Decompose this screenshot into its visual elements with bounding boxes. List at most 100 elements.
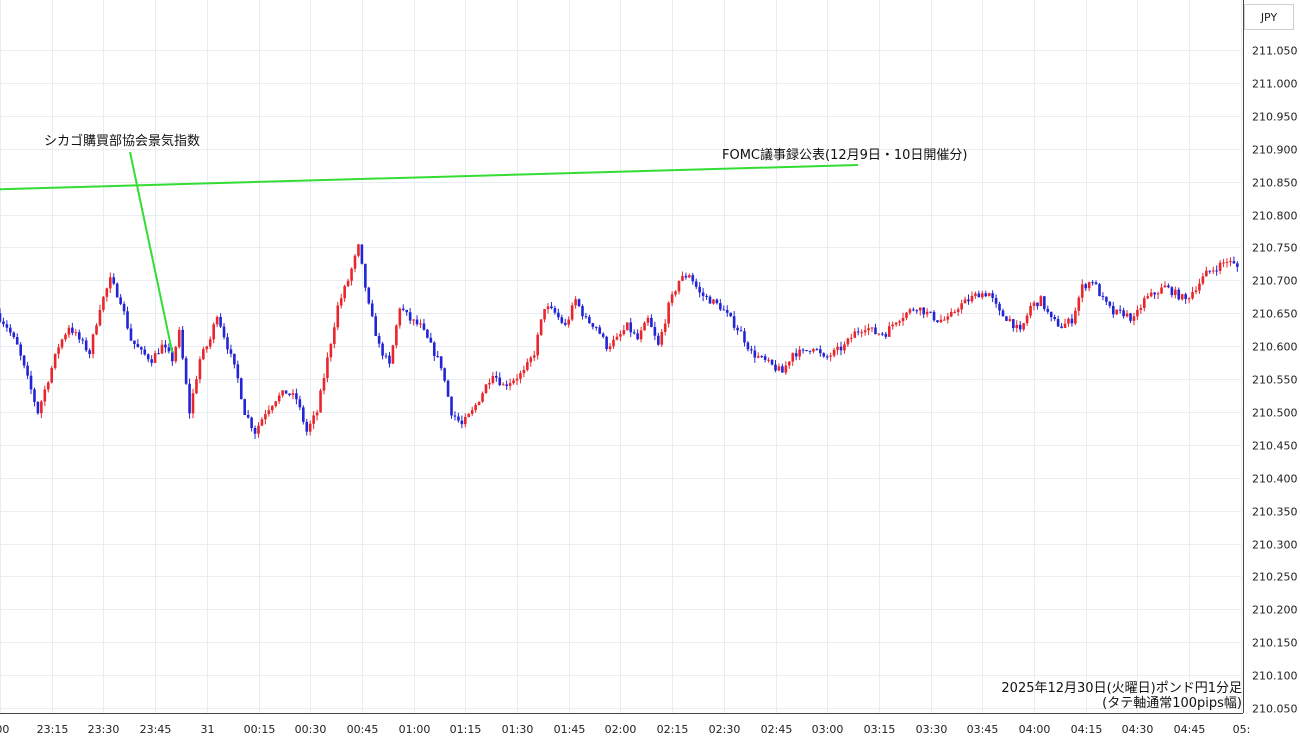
candle-body [57,347,60,354]
candle-body [322,378,326,391]
candle-body [725,310,729,313]
candle-body [591,323,595,327]
candle-body [1029,305,1032,316]
y-tick-label: 210.650 [1252,308,1298,321]
candle-body [208,339,212,347]
candle-body [205,346,209,350]
candle-body [1087,282,1091,289]
candle-body [60,339,64,348]
y-tick-label: 210.500 [1252,407,1298,420]
candle-body [629,322,633,333]
x-tick-label: 04:45 [1174,723,1206,736]
candle-body [901,317,905,322]
candle-body [1001,310,1005,317]
candle-body [291,393,295,396]
candle-body [770,359,774,365]
candle-body [884,333,888,337]
candle-body [546,306,550,310]
candle-body [126,311,129,329]
candle-body [15,337,19,345]
y-tick-label: 211.000 [1252,78,1298,91]
x-tick-label: 02:30 [709,723,741,736]
candle-body [670,294,674,303]
candle-body [1236,263,1239,267]
candle-body [612,339,615,347]
candle-body [619,334,622,337]
candle-body [739,330,743,332]
candle-body [860,332,863,334]
candle-body [760,356,764,358]
candle-body [281,390,284,396]
candle-body [212,324,215,340]
candle-body [891,324,894,327]
x-tick-label: 23:15 [37,723,69,736]
candle-body [791,353,795,362]
candle-body [560,317,564,323]
candle-body [339,298,343,306]
candle-body [1032,302,1036,306]
candle-body [112,277,116,284]
y-tick-label: 210.150 [1252,637,1298,650]
candle-body [736,327,739,331]
candle-body [71,327,74,333]
candle-body [1205,270,1208,277]
candle-body [1080,284,1084,298]
candle-body [567,319,570,325]
candle-body [84,340,88,351]
candle-body [284,390,288,394]
candle-body [1232,261,1236,264]
y-tick-label: 210.750 [1252,242,1298,255]
candle-body [939,319,943,323]
candle-body [264,414,267,420]
candle-body [829,355,832,357]
candle-body [122,303,126,312]
candle-body [774,364,777,371]
candle-body [574,299,577,306]
candle-body [850,337,853,339]
candle-body [601,333,605,337]
candle-body [250,417,253,428]
candle-body [905,312,908,318]
x-tick-label: 00:45 [347,723,379,736]
candle-body [1008,319,1012,321]
candle-body [812,349,815,352]
y-tick-label: 210.100 [1252,670,1298,683]
candle-body [787,361,791,366]
candle-body [956,309,960,312]
caption-line1: 2025年12月30日(火曜日)ポンド円1分足 [1001,681,1242,696]
candle-body [408,312,412,321]
candle-body [1091,282,1094,284]
y-tick-label: 210.350 [1252,506,1298,519]
candle-body [222,326,226,338]
candle-body [136,343,140,348]
candle-body [1101,296,1105,298]
candle-body [801,349,805,351]
candle-body [767,359,770,361]
caption-line2: (タテ軸通常100pips幅) [1102,696,1242,711]
candle-body [894,322,898,325]
x-tick-label: 31 [201,723,215,736]
candle-body [1125,313,1129,317]
candle-body [277,395,281,402]
candle-body [146,354,150,360]
candle-body [960,303,963,310]
candle-body [756,356,760,358]
candle-body [481,393,484,402]
currency-badge[interactable]: JPY [1244,4,1294,30]
candle-body [450,396,453,416]
candle-body [305,421,309,432]
candle-body [336,305,340,328]
candle-body [105,288,109,297]
candle-body [243,399,247,415]
candle-body [1129,313,1132,321]
x-tick-label: 04:30 [1122,723,1154,736]
candle-body [488,382,491,385]
candle-body [1180,294,1184,300]
candle-body [877,333,881,335]
candle-body [29,375,33,390]
candle-body [115,283,119,298]
candle-body [515,378,519,381]
candle-body [1122,310,1125,317]
candle-body [188,383,191,414]
